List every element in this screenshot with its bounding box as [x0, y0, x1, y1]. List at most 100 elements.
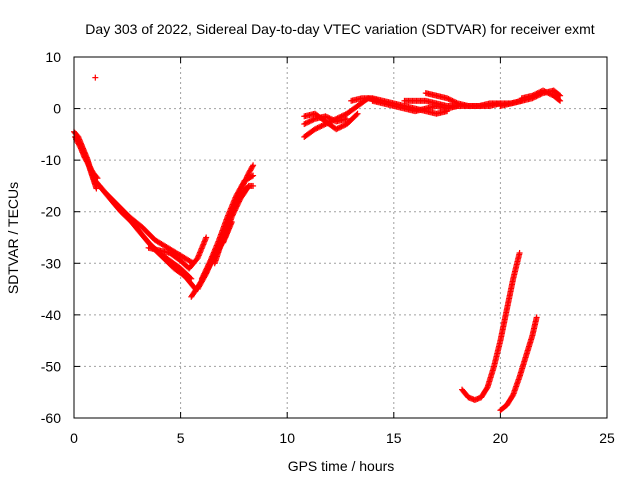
- data-series: [71, 74, 564, 414]
- data-point: [444, 95, 451, 102]
- series-track-23: [459, 249, 523, 403]
- data-point: [325, 114, 332, 121]
- data-point: [529, 92, 536, 99]
- series-track-16: [301, 113, 350, 128]
- y-tick-labels: -60 -50 -40 -30 -20 -10 0 10: [41, 49, 61, 426]
- chart-title: Day 303 of 2022, Sidereal Day-to-day VTE…: [85, 21, 594, 37]
- data-point: [343, 115, 350, 122]
- data-point: [314, 124, 321, 131]
- data-point: [203, 234, 210, 241]
- x-axis-label: GPS time / hours: [288, 458, 395, 474]
- data-point: [540, 87, 547, 94]
- data-point: [309, 117, 316, 124]
- y-tick-label: 0: [53, 101, 61, 117]
- data-point: [546, 90, 553, 97]
- data-point: [302, 120, 309, 127]
- data-point: [329, 116, 336, 123]
- x-tick-label: 0: [70, 430, 78, 446]
- series-track-7: [145, 234, 210, 272]
- series-track-13: [92, 74, 99, 81]
- x-tick-label: 10: [279, 430, 295, 446]
- data-point: [307, 117, 314, 124]
- data-point: [303, 119, 310, 126]
- data-point: [339, 122, 346, 129]
- data-point: [452, 99, 459, 106]
- data-point: [449, 97, 456, 104]
- data-point: [338, 123, 345, 130]
- series-track-6: [100, 188, 197, 267]
- data-point: [548, 91, 555, 98]
- data-point: [534, 90, 541, 97]
- series-track-3: [73, 136, 101, 182]
- data-point: [206, 258, 213, 265]
- data-point: [330, 117, 337, 124]
- x-tick-labels: 0 5 10 15 20 25: [70, 430, 615, 446]
- data-point: [453, 99, 460, 106]
- series-track-12: [220, 182, 257, 246]
- data-point: [250, 182, 257, 189]
- data-point: [250, 172, 257, 179]
- data-point: [323, 113, 330, 120]
- x-tick-label: 15: [386, 430, 402, 446]
- data-point: [446, 96, 453, 103]
- y-tick-label: -50: [41, 358, 61, 374]
- data-point: [334, 125, 341, 132]
- data-point: [544, 89, 551, 96]
- data-point: [545, 90, 552, 97]
- data-point: [249, 163, 256, 170]
- data-point: [557, 92, 564, 99]
- data-point: [317, 123, 324, 130]
- data-point: [337, 124, 344, 131]
- y-tick-label: -40: [41, 307, 61, 323]
- data-point: [532, 91, 539, 98]
- y-tick-label: -10: [41, 152, 61, 168]
- data-point: [341, 122, 348, 129]
- data-point: [533, 90, 540, 97]
- series-track-24: [497, 314, 540, 414]
- data-point: [530, 92, 537, 99]
- data-point: [250, 162, 257, 169]
- data-point: [311, 126, 318, 133]
- data-point: [448, 97, 455, 104]
- data-point: [353, 111, 360, 118]
- data-point: [92, 74, 99, 81]
- data-point: [516, 249, 523, 256]
- y-axis-label: SDTVAR / TECUs: [5, 182, 21, 294]
- plot-frame: [73, 56, 608, 419]
- data-point: [326, 115, 333, 122]
- grid-lines: [74, 57, 607, 418]
- data-point: [537, 88, 544, 95]
- y-tick-label: -60: [41, 410, 61, 426]
- data-point: [322, 113, 329, 120]
- data-point: [318, 122, 325, 129]
- data-point: [335, 124, 342, 131]
- data-point: [541, 88, 548, 95]
- data-point: [315, 124, 322, 131]
- data-point: [557, 97, 564, 104]
- x-tick-label: 5: [177, 430, 185, 446]
- data-point: [450, 98, 457, 105]
- y-tick-label: -20: [41, 204, 61, 220]
- data-point: [533, 314, 540, 321]
- data-point: [305, 119, 312, 126]
- data-point: [319, 122, 326, 129]
- x-tick-label: 20: [493, 430, 509, 446]
- data-point: [536, 89, 543, 96]
- data-point: [327, 115, 334, 122]
- y-tick-label: 10: [45, 49, 61, 65]
- data-point: [306, 118, 313, 125]
- data-point: [556, 91, 563, 98]
- x-tick-label: 25: [599, 430, 615, 446]
- data-point: [310, 116, 317, 123]
- data-point: [313, 125, 320, 132]
- data-point: [354, 110, 361, 117]
- data-point: [445, 95, 452, 102]
- series-track-22: [518, 87, 564, 104]
- data-point: [542, 88, 549, 95]
- series-track-15: [301, 110, 361, 133]
- data-point: [556, 96, 563, 103]
- y-tick-label: -30: [41, 255, 61, 271]
- data-point: [301, 121, 308, 128]
